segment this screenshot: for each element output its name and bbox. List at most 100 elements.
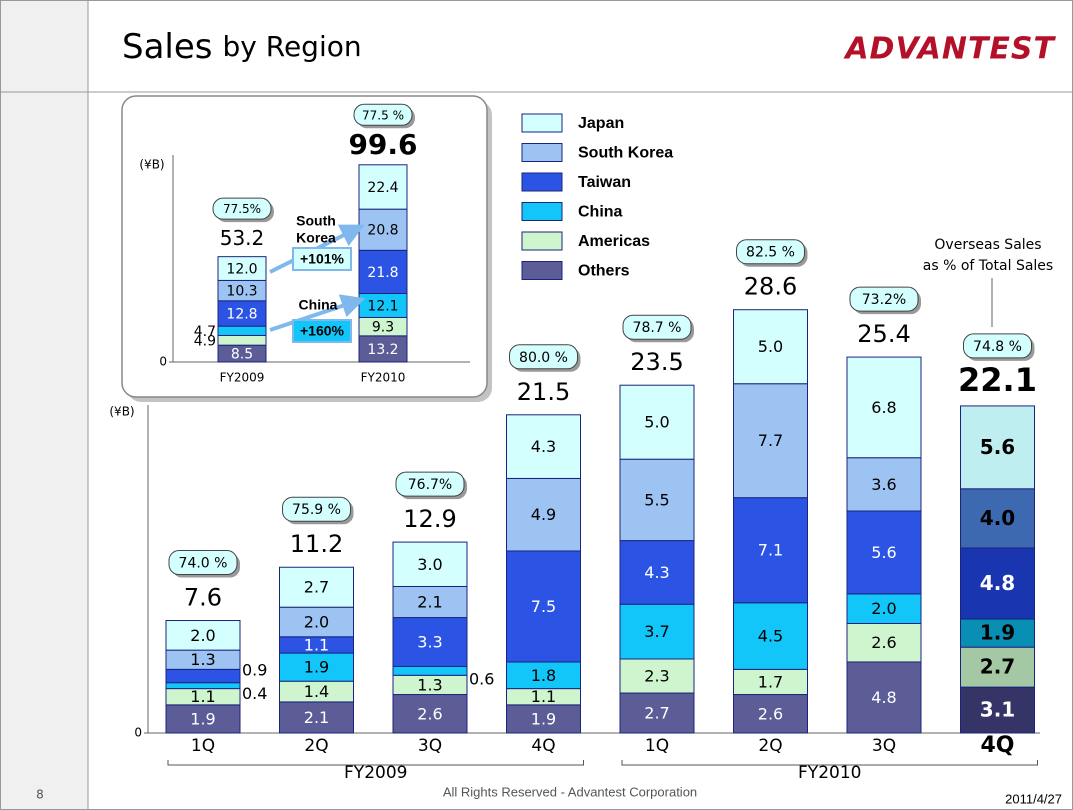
group-bracket [167,760,584,766]
x-tick-label: 1Q [191,736,215,756]
segment-label: 0.9 [242,661,267,680]
x-tick-label: FY2009 [220,371,265,385]
page-number: 8 [36,788,44,802]
pct-label: 77.5 % [362,108,404,122]
growth-box [292,319,352,343]
segment-label: 7.5 [531,597,556,616]
total-label: 7.6 [184,584,222,612]
pct-bubble [282,496,351,522]
bar-segment [506,550,581,663]
bar-segment [358,249,408,294]
bar-segment [165,668,241,684]
x-tick-label: 4Q [531,736,555,756]
segment-label: 1.4 [304,682,329,701]
legend-swatch [521,172,563,192]
segment-label: 4.7 [194,324,216,340]
bar-segment [846,510,922,595]
bar-segment [165,704,241,734]
pct-label: 80.0 % [519,350,568,366]
bar-segment [619,540,695,605]
copyright: All Rights Reserved - Advantest Corporat… [443,784,697,799]
bar-segment [960,618,1035,648]
inset-chart: (¥B) 0 8.5 4.94.7 12.8 10.3 12.0 53.2 77.5% FY200… [139,103,470,385]
total-label: 11.2 [290,530,343,558]
annotation: Overseas Sales [934,237,1041,253]
group-label: FY2009 [344,763,407,783]
annotation: as % of Total Sales [923,258,1053,274]
pct-bubble [168,550,238,576]
total-label: 12.9 [403,505,456,533]
bar-segment [846,622,922,663]
segment-label: 6.8 [871,398,896,417]
segment-label: 7.7 [758,431,783,450]
bar-segment [217,256,267,281]
bar-segment [619,458,695,542]
bar-segment [846,457,922,512]
pct-label: 73.2% [862,292,906,308]
pct-label: 78.7 % [633,320,682,336]
bar-segment [392,617,468,667]
bar-segment [960,646,1035,688]
bar-segment [619,384,695,460]
bar-segment [506,704,581,734]
segment-label: 7.1 [758,541,783,560]
segment-label: 0.4 [242,684,267,703]
total-label: 28.6 [744,273,797,301]
group-bracket [621,760,1038,766]
segment-label: 1.3 [417,675,442,694]
segment-label: 22.4 [367,180,398,196]
segment-label: 3.6 [871,475,896,494]
segment-label: 3.7 [644,622,669,641]
bar-segment [846,661,922,734]
annotation: China [299,297,338,313]
segment-label: 5.0 [758,337,783,356]
bar-segment [358,164,408,210]
x-tick-label: 3Q [872,736,896,756]
legend-swatch [521,113,563,133]
bar-segment [733,383,808,499]
segment-label: 9.3 [372,320,394,336]
bar-segment [960,547,1035,620]
total-label: 99.6 [348,128,417,161]
pct-bubble [509,344,578,370]
bar-segment [960,405,1035,490]
segment-label: 21.8 [367,265,398,281]
bar-segment [392,694,468,734]
legend-label: South Korea [578,145,673,162]
segment-label: 4.8 [980,571,1015,595]
y-axis-label: (¥B) [109,405,134,419]
bar-segment [733,668,808,696]
bar-segment [506,477,581,552]
pct-bubble [736,239,805,265]
bar-segment [733,602,808,670]
bar-segment [217,325,267,336]
pct-label: 74.0 % [179,556,228,572]
legend-label: Americas [578,233,650,250]
group-label: FY2010 [798,763,861,783]
bar-segment [960,686,1035,734]
bar-segment [619,658,695,694]
segment-label: 3.1 [980,698,1015,722]
segment-label: 12.8 [226,306,257,322]
segment-label: 12.1 [367,298,398,314]
main-chart: (¥B) 0 1.9 1.1 0.4 0.9 1.3 2.0 7.6 74.0 % 1Q 2.1 1.4… [109,113,1053,783]
title-main: Sales [122,27,213,67]
growth-label: +101% [300,251,345,267]
segment-label: 1.1 [531,687,556,706]
segment-label: 2.7 [644,704,669,723]
x-tick-label: FY2010 [361,371,406,385]
y-tick-label: 0 [134,726,142,740]
segment-label: 1.9 [190,709,215,728]
segment-label: 5.6 [871,543,896,562]
segment-label: 4.0 [980,506,1015,530]
pct-bubble [622,314,692,340]
title: Sales by Region [122,27,362,67]
date: 2011/4/27 [1005,791,1062,806]
segment-label: 2.7 [980,655,1015,679]
x-tick-label: 3Q [418,736,442,756]
segment-label: 1.9 [304,658,329,677]
growth-box [292,247,352,271]
x-tick-label: 2Q [758,736,782,756]
segment-label: 1.3 [190,650,215,669]
pct-label: 77.5% [223,202,261,216]
